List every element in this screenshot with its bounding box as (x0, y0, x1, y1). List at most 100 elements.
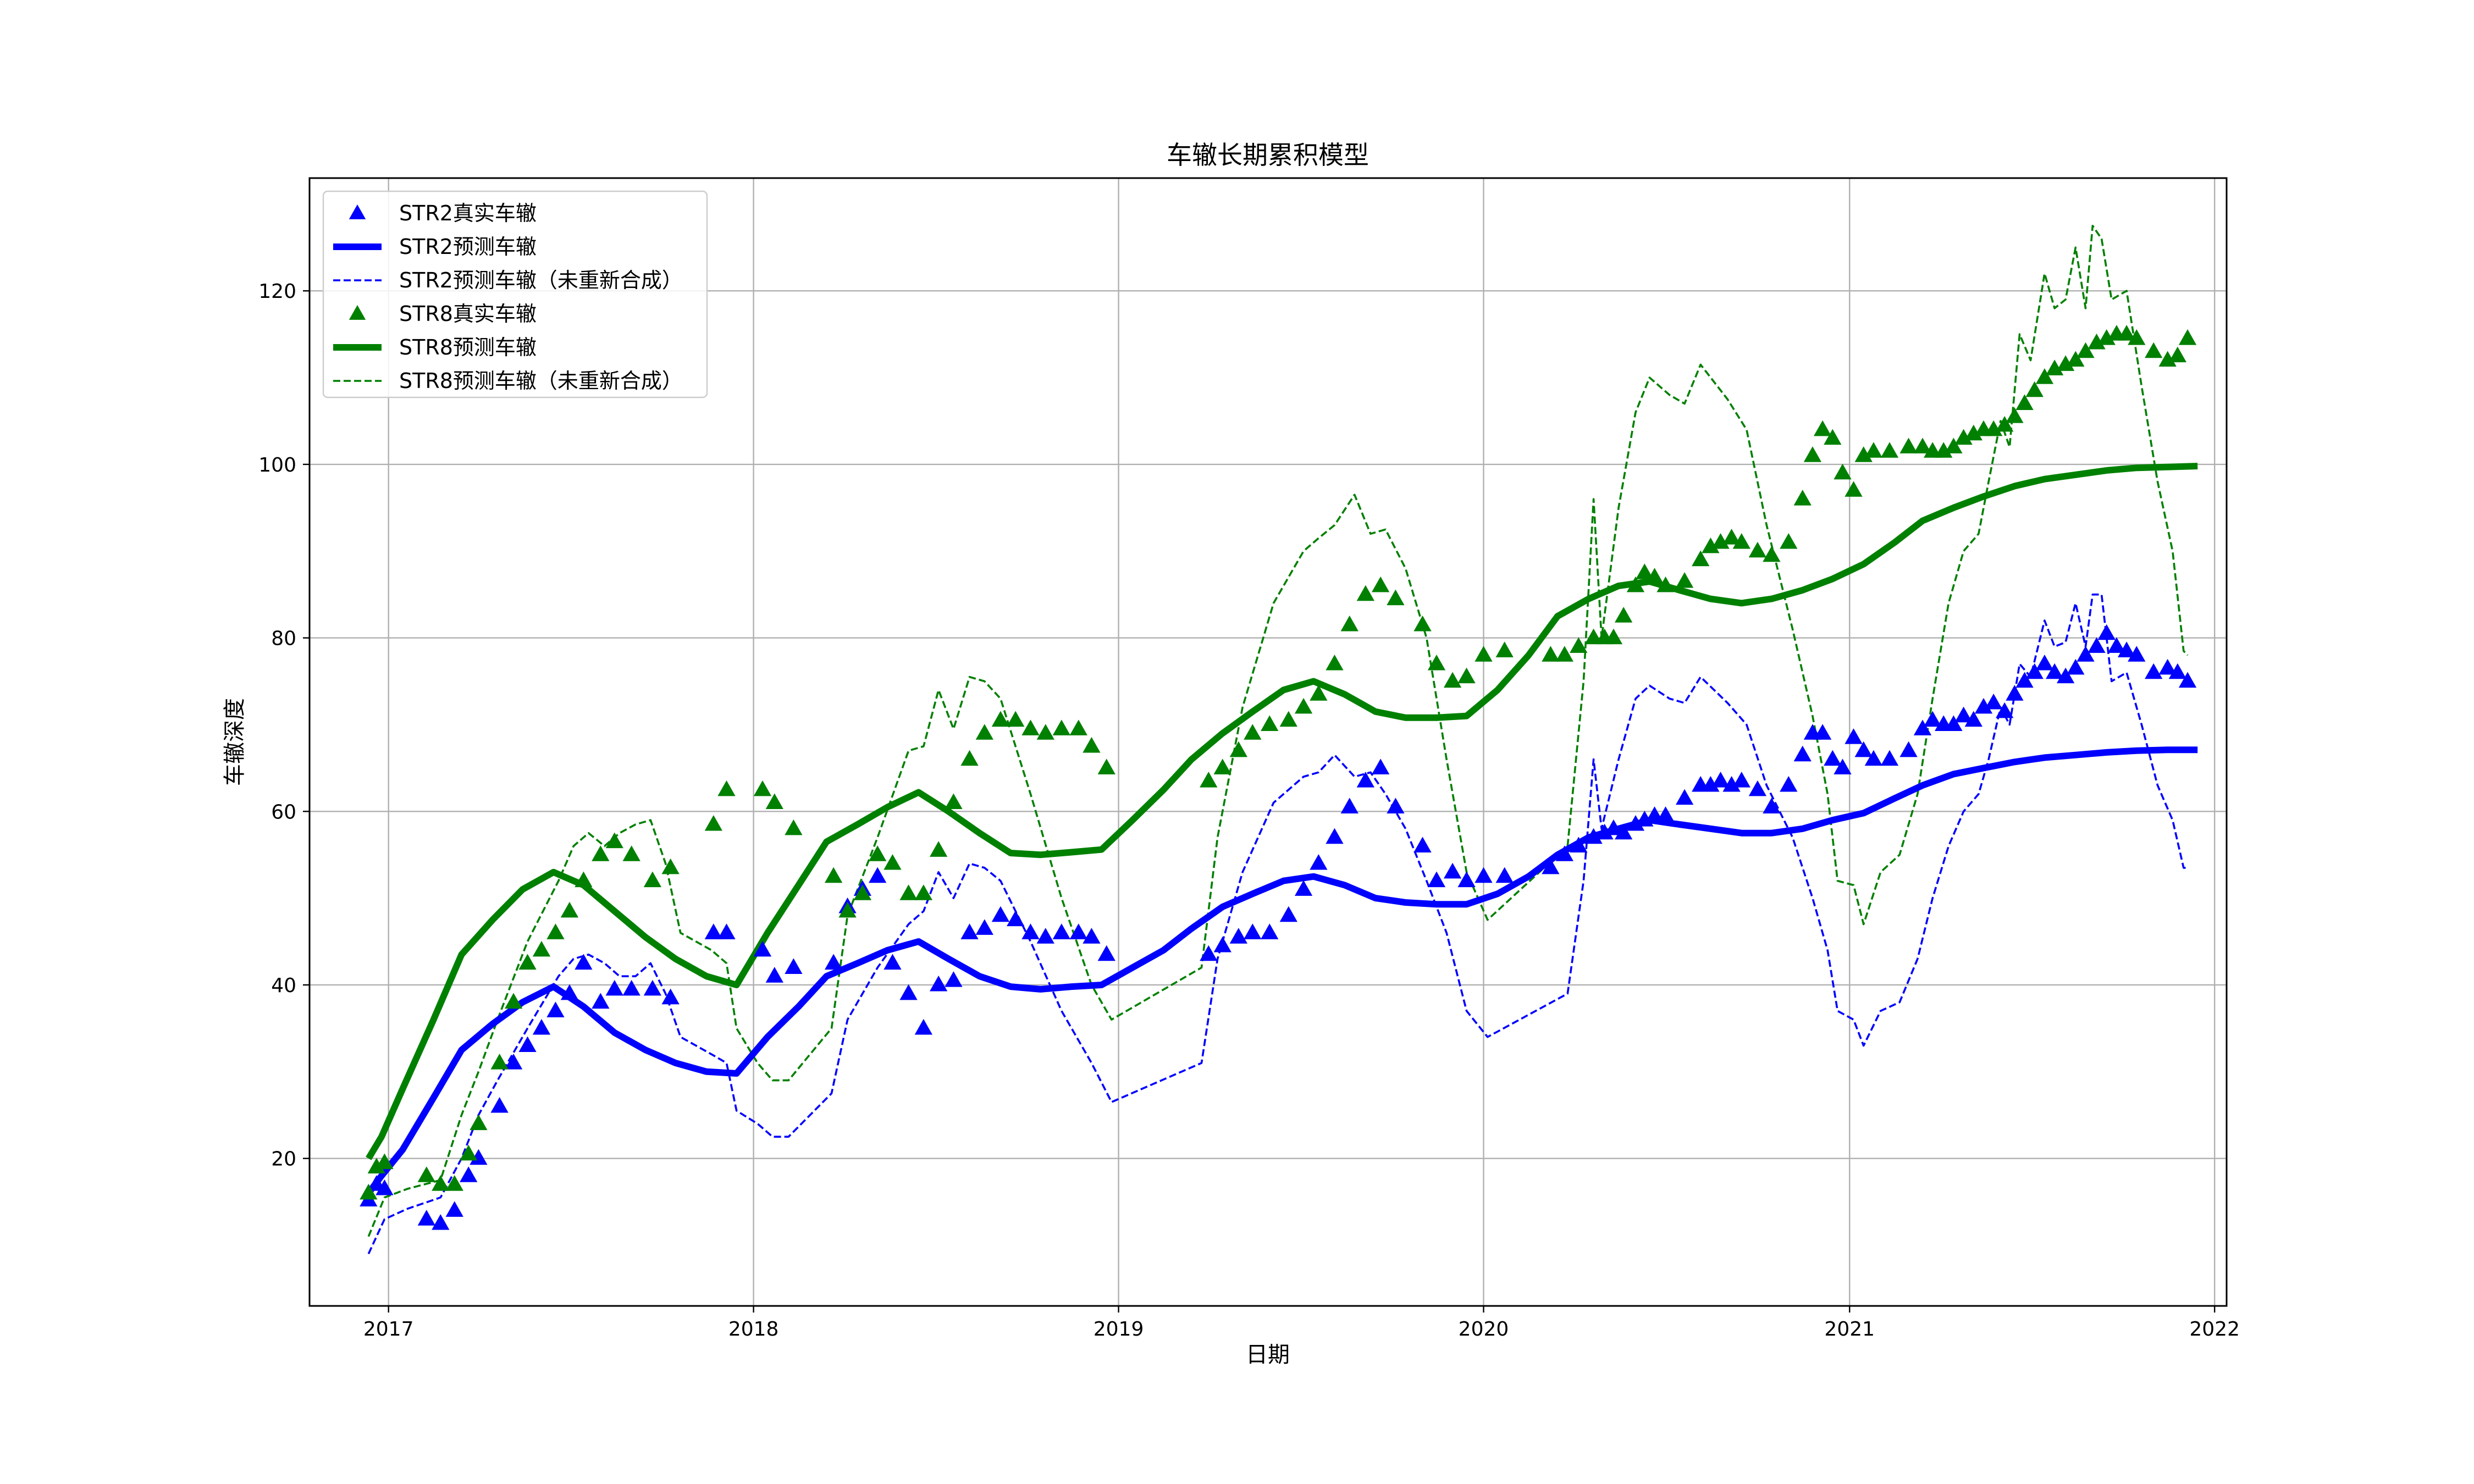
y-tick-label: 20 (271, 1148, 296, 1171)
series-1-point (717, 923, 736, 939)
series-4-point (1413, 615, 1432, 632)
series-4-point (2178, 329, 2197, 345)
series-4-point (1864, 442, 1883, 458)
legend-box (322, 190, 708, 398)
series-1-point (1007, 910, 1025, 927)
series-1-point (1675, 789, 1694, 805)
series-1-point (2097, 624, 2116, 640)
series-1-point (643, 979, 662, 996)
series-4-point (1007, 711, 1025, 727)
series-1-point (1413, 837, 1432, 852)
series-1-point (1913, 719, 1932, 735)
series-4-markers (360, 325, 2197, 1200)
series-1-point (1244, 923, 1262, 939)
series-4-point (1340, 615, 1359, 632)
series-4-point (2045, 359, 2064, 375)
series-1-markers (360, 624, 2197, 1230)
series-4-point (1692, 550, 1710, 567)
series-1-point (1974, 697, 1993, 714)
series-1-point (1052, 923, 1071, 939)
series-1-point (991, 906, 1010, 922)
series-1-point (1656, 806, 1675, 822)
series-4-point (2006, 407, 2024, 423)
series-1-point (765, 967, 783, 983)
series-4-point (1803, 446, 1822, 462)
series-1-point (2088, 637, 2106, 653)
series-4-point (445, 1175, 463, 1191)
legend-entry: STR8预测车辙 (333, 335, 537, 359)
series-4-point (2015, 394, 2034, 410)
series-4-point (1052, 719, 1071, 735)
series-4-point (2158, 351, 2177, 367)
series-4-point (1854, 446, 1873, 462)
series-1-point (1636, 811, 1654, 827)
series-4-point (869, 845, 887, 861)
series-1-point (1261, 923, 1279, 939)
series-4-point (1954, 429, 1973, 445)
series-1-point (1748, 780, 1767, 796)
series-4-point (785, 819, 803, 835)
series-1-point (975, 919, 993, 935)
series-1-point (2117, 641, 2136, 657)
series-4-point (991, 711, 1010, 727)
legend-label: STR8预测车辙 (399, 335, 537, 359)
legend-label: STR2预测车辙 (399, 235, 537, 259)
legend-marker-icon (349, 204, 366, 219)
series-1-point (704, 923, 723, 939)
series-1-point (914, 1018, 933, 1035)
x-tick-label: 2017 (363, 1318, 414, 1341)
series-1-point (1945, 715, 1963, 731)
series-1-point (375, 1179, 394, 1195)
series-1-point (661, 988, 680, 1005)
series-4-point (1834, 463, 1852, 480)
series-4-point (490, 1054, 509, 1070)
series-4-point (1570, 637, 1588, 653)
series-4-point (1636, 563, 1654, 579)
series-1-point (1880, 750, 1899, 766)
series-4-point (883, 854, 902, 870)
series-1-point (592, 993, 610, 1009)
series-1-point (1985, 693, 2003, 710)
series-1-point (1475, 867, 1493, 883)
series-1-point (560, 984, 579, 1000)
series-1-point (1854, 741, 1873, 757)
series-4-point (1604, 628, 1623, 645)
series-1-point (1996, 702, 2014, 718)
series-1-point (2158, 658, 2177, 675)
series-4-point (504, 993, 523, 1009)
series-1-point (2035, 654, 2054, 671)
series-1-point (2045, 663, 2064, 679)
series-4-point (1229, 741, 1247, 757)
series-1-point (1387, 798, 1405, 813)
series-3-line (367, 593, 2188, 1255)
legend-entry: STR8预测车辙（未重新合成） (333, 369, 683, 393)
series-1-point (1780, 776, 1798, 792)
series-1-point (432, 1214, 450, 1230)
series-4-point (2088, 333, 2106, 350)
y-tick-label: 40 (271, 974, 296, 997)
series-4-point (560, 901, 579, 918)
legend-label: STR8预测车辙（未重新合成） (399, 369, 683, 393)
series-4-point (1748, 541, 1767, 558)
y-axis-label: 车辙深度 (222, 698, 247, 786)
series-4-point (914, 884, 933, 900)
series-1-point (1555, 845, 1573, 861)
series-1-point (899, 984, 918, 1000)
series-4-point (360, 1183, 378, 1200)
series-1-point (1069, 923, 1087, 939)
series-4-point (375, 1153, 394, 1170)
series-4-point (1371, 576, 1390, 593)
series-4-point (929, 841, 948, 857)
series-1-point (532, 1018, 551, 1035)
series-1-point (1036, 928, 1054, 944)
series-4-point (1945, 438, 1963, 453)
series-1-point (546, 1001, 565, 1017)
series-4-point (1656, 576, 1675, 593)
series-4-point (643, 871, 662, 888)
series-4-point (1935, 442, 1953, 458)
series-4-point (592, 845, 610, 861)
series-4-point (605, 832, 623, 849)
series-1-point (1213, 936, 1232, 953)
series-1-point (2077, 646, 2095, 662)
series-1-point (1310, 854, 1328, 870)
